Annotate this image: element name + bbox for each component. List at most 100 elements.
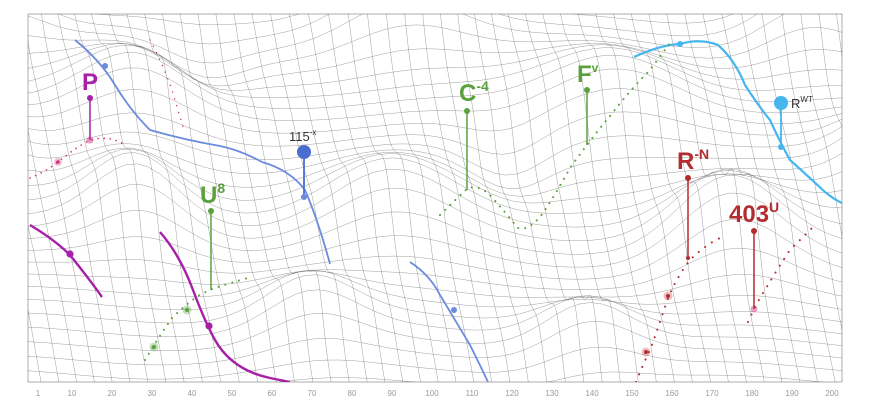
x-tick-label: 110 <box>466 389 479 398</box>
x-tick-label: 70 <box>308 389 317 398</box>
x-tick-label: 140 <box>585 389 599 398</box>
annotation-label-p: P <box>82 69 98 96</box>
series-line-blue-upper <box>74 39 331 265</box>
mesh-line-vertical <box>162 14 240 382</box>
mesh-line-vertical <box>328 14 404 382</box>
x-tick-label: 130 <box>545 389 559 398</box>
mesh-line-vertical <box>457 14 529 382</box>
mesh-line-vertical <box>800 14 842 238</box>
mesh-line-vertical <box>761 14 836 382</box>
series-point-blue <box>451 307 457 313</box>
mesh-line-horizontal <box>278 371 824 382</box>
x-tick-label: 200 <box>825 389 839 398</box>
pin-head-p <box>87 95 93 101</box>
series-point-light-blue <box>677 41 683 47</box>
pin-head-403u <box>751 228 757 234</box>
x-tick-label: 150 <box>625 389 639 398</box>
mesh-line-vertical <box>542 14 621 382</box>
x-tick-label: 170 <box>705 389 719 398</box>
series-line-light-blue <box>633 40 842 205</box>
x-tick-label: 30 <box>148 389 157 398</box>
x-tick-label: 100 <box>425 389 439 398</box>
mesh-line-vertical <box>631 14 711 382</box>
annotation-label-u8: U8 <box>200 180 225 209</box>
mesh-line-vertical <box>28 308 42 382</box>
annotation-label-115: 115-x <box>289 128 316 144</box>
mesh-line-vertical <box>251 14 332 382</box>
x-tick-label: 160 <box>665 389 679 398</box>
pin-foot-rwt <box>778 144 784 150</box>
mesh-line-vertical <box>684 14 765 382</box>
mesh-line-vertical <box>525 14 603 382</box>
pin-foot-p <box>86 136 94 144</box>
mesh-line-vertical <box>741 14 818 382</box>
mesh-line-vertical <box>179 14 259 382</box>
mesh-line-vertical <box>108 14 185 382</box>
x-axis: 1 10 20 30 40 50 60 70 80 90 100 110 120 130 140 150 160… <box>36 389 839 398</box>
mesh-line-vertical <box>386 14 457 382</box>
mesh-line-vertical <box>721 14 800 382</box>
mesh-line-vertical <box>91 14 167 382</box>
annotation-label-rwt: RWT <box>791 95 813 111</box>
mesh-line-vertical <box>215 14 295 382</box>
x-tick-label: 90 <box>388 389 397 398</box>
pin-head-fv <box>584 87 590 93</box>
annotation-label-fv: Fv <box>577 61 599 88</box>
annotation-label-c4: C-4 <box>459 78 489 107</box>
mesh-line-vertical <box>507 14 585 382</box>
series-point-blue <box>102 63 108 69</box>
series-point-red <box>644 350 648 354</box>
annotation-pins <box>86 87 788 313</box>
x-tick-label: 190 <box>785 389 799 398</box>
pin-foot-115 <box>301 194 307 200</box>
x-tick-label: 180 <box>745 389 759 398</box>
series-point-red <box>666 294 670 298</box>
mesh-line-vertical <box>818 14 842 128</box>
pin-head-u8 <box>208 208 214 214</box>
mesh-line-horizontal <box>0 0 870 9</box>
mesh-line-vertical <box>440 14 511 382</box>
series-point-purple <box>66 250 74 258</box>
mesh-line-vertical <box>233 14 314 382</box>
mesh-line-vertical <box>841 0 870 400</box>
series-dots-green-2 <box>439 39 673 230</box>
series-line-blue-lower <box>409 261 489 382</box>
mesh-line-vertical <box>422 14 492 382</box>
mesh-line-vertical <box>28 224 60 382</box>
mesh-line-vertical <box>595 14 675 382</box>
mesh-line-vertical <box>702 14 783 382</box>
x-tick-label: 60 <box>268 389 277 398</box>
pin-head-rn <box>685 175 691 181</box>
mesh-line-vertical <box>781 14 842 331</box>
annotation-labels: P U8 115-x C-4 Fv RWT R-N 403U <box>82 61 813 228</box>
mesh-line-vertical <box>197 14 277 382</box>
x-tick-label: 20 <box>108 389 117 398</box>
pin-foot-403u <box>750 305 758 313</box>
mesh-line-vertical <box>0 0 11 400</box>
mesh-line-vertical <box>836 14 842 58</box>
mesh-line-vertical <box>74 14 149 382</box>
mesh-line-vertical <box>491 14 566 382</box>
mesh-line-vertical <box>0 0 29 400</box>
mesh-line-vertical <box>126 14 203 382</box>
mesh-line-vertical <box>560 14 639 382</box>
mesh-line-vertical <box>613 14 693 382</box>
x-tick-label: 40 <box>188 389 197 398</box>
series-paths <box>29 39 842 382</box>
mesh-line-vertical <box>288 14 368 382</box>
x-tick-label: 10 <box>68 389 77 398</box>
mesh-line-vertical <box>578 14 657 382</box>
mesh-line-vertical <box>474 14 547 382</box>
x-tick-label: 50 <box>228 389 237 398</box>
mesh-line-vertical <box>666 14 747 382</box>
series-line-purple-lower <box>159 231 291 382</box>
mesh-line-vertical <box>28 39 95 382</box>
series-point-green <box>152 345 156 349</box>
x-tick-label: 1 <box>36 389 41 398</box>
mesh-line-vertical <box>270 14 350 382</box>
plot-frame <box>27 13 843 383</box>
mesh-line-horizontal <box>28 14 842 64</box>
mesh-line-vertical <box>367 14 439 382</box>
annotation-label-403u: 403U <box>729 199 779 228</box>
